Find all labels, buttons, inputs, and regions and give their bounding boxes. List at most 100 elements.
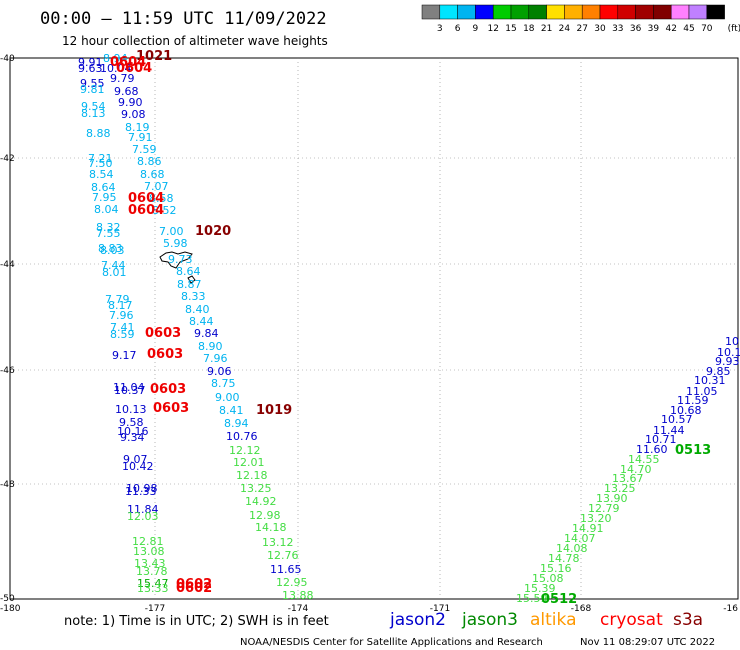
- wave-height-value: 8.75: [211, 377, 236, 390]
- wave-height-value: 10.16: [117, 425, 149, 438]
- lat-tick-label: -50: [0, 594, 15, 604]
- map-subtitle: 12 hour collection of altimeter wave hei…: [62, 34, 328, 48]
- pass-time-label: 0603: [150, 382, 186, 397]
- wave-height-value: 10.13: [115, 403, 147, 416]
- colorbar-label: 70: [701, 24, 713, 34]
- pass-time-label: 0602: [176, 577, 212, 592]
- colorbar-swatch: [599, 4, 619, 20]
- wave-height-value: 14.92: [245, 495, 277, 508]
- lon-tick-label: -168: [571, 604, 592, 614]
- wave-height-value: 9.54: [81, 100, 106, 113]
- wave-height-value: 12.18: [236, 469, 268, 482]
- wave-height-value: 8.83: [98, 242, 123, 255]
- wave-height-value: 8.64: [176, 265, 201, 278]
- pass-time-label: 0513: [675, 443, 711, 458]
- colorbar-label: 21: [541, 24, 552, 34]
- wave-height-value: 8.17: [108, 299, 133, 312]
- colorbar-swatch: [457, 4, 476, 20]
- wave-height-value: 12.98: [249, 509, 281, 522]
- wave-height-value: 11.59: [677, 394, 709, 407]
- wave-height-value: 9.63: [78, 62, 103, 75]
- colorbar-swatch: [688, 4, 708, 20]
- wave-height-value: 13.90: [596, 492, 628, 505]
- colorbar-swatch: [546, 4, 565, 20]
- wave-height-value: 14.78: [548, 552, 580, 565]
- colorbar-label: 33: [612, 24, 623, 34]
- wave-height-value: 9.79: [110, 72, 135, 85]
- colorbar-swatch: [635, 4, 654, 20]
- wave-height-value: 9.91: [78, 56, 103, 69]
- wave-height-value: 8.44: [189, 315, 214, 328]
- wave-height-value: 7.91: [128, 131, 153, 144]
- wave-height-value: 7.96: [109, 309, 134, 322]
- wave-height-value: 10.04: [100, 62, 132, 75]
- pass-time-label: 0604: [128, 203, 164, 218]
- wave-height-value: 7.59: [132, 143, 157, 156]
- wave-height-value: 11.65: [270, 563, 302, 576]
- wave-height-value: 8.90: [198, 340, 223, 353]
- tick-labels: -40 -42 -44 -46 -48 -50-180 -177 -174 -171 -168 -1…: [0, 54, 738, 614]
- wave-height-value: 9.07: [123, 453, 148, 466]
- wave-height-value: 10.68: [670, 404, 702, 417]
- wave-height-value: 7.21: [88, 152, 113, 165]
- satellite-jason3-label: jason3: [461, 610, 518, 630]
- wave-height-value: 10.76: [226, 430, 258, 443]
- colorbar-swatch: [439, 4, 458, 20]
- wave-height-value: 14.08: [556, 542, 588, 555]
- wave-height-value: 7.07: [144, 180, 169, 193]
- colorbar-label: 27: [576, 24, 587, 34]
- wave-height-value: 9.84: [194, 327, 219, 340]
- pass-time-label: 0604: [128, 191, 164, 206]
- wave-height-value: 10.31: [694, 374, 726, 387]
- wave-height-value: 14.70: [620, 463, 652, 476]
- credit-text: NOAA/NESDIS Center for Satellite Applica…: [240, 637, 543, 648]
- wave-height-value: 13.78: [136, 565, 168, 578]
- colorbar-label: 18: [523, 24, 535, 34]
- lon-tick-label: -16: [723, 604, 738, 614]
- wave-height-value: 12.76: [267, 549, 299, 562]
- wave-height-value: 7.00: [159, 225, 184, 238]
- wave-height-value: 9.34: [120, 431, 145, 444]
- lat-tick-label: -40: [0, 54, 15, 64]
- colorbar-swatch: [421, 4, 441, 20]
- wave-height-value: 8.86: [137, 155, 162, 168]
- wave-height-value: 8.32: [96, 221, 121, 234]
- wave-height-value: 11.84: [127, 503, 159, 516]
- colorbar-legend: 3 6 9 12 15 18 21 24 27 30 33 36 39 42 45 70 (ft): [421, 4, 740, 34]
- wave-height-value: 13.12: [262, 536, 294, 549]
- lat-tick-label: -48: [0, 480, 15, 490]
- colorbar-label: 9: [473, 24, 479, 34]
- wave-height-value: 9.73: [168, 253, 193, 266]
- wave-height-labels: 8.949.919.6310.049.799.559.689.819.909.5…: [78, 49, 740, 607]
- wave-height-value: 8.52: [152, 204, 177, 217]
- pass-time-label: 1019: [256, 403, 292, 418]
- satellite-legend: jason2 jason3 altika cryosat s3a: [389, 610, 703, 630]
- wave-height-value: 9.90: [118, 96, 143, 109]
- island-outline: [159, 251, 196, 284]
- plot-frame: [9, 57, 739, 600]
- wave-height-value: 13.88: [282, 589, 314, 602]
- wave-height-value: 8.03: [100, 244, 125, 257]
- colorbar-swatch: [528, 4, 547, 20]
- colorbar-swatch: [475, 4, 494, 20]
- wave-height-value: 8.41: [219, 404, 244, 417]
- wave-height-value: 10.71: [645, 433, 677, 446]
- wave-height-value: 10.57: [661, 413, 693, 426]
- pass-time-label: 0603: [147, 347, 183, 362]
- wave-height-value: 14.91: [572, 522, 604, 535]
- wave-height-value: 13.67: [612, 472, 644, 485]
- wave-height-value: 8.94: [224, 417, 249, 430]
- wave-height-value: 11.60: [636, 443, 668, 456]
- wave-height-value: 12.12: [229, 444, 261, 457]
- colorbar-label: 3: [437, 24, 443, 34]
- wave-height-value: 7.79: [105, 293, 130, 306]
- satellite-altika-label: altika: [530, 610, 577, 630]
- wave-height-value: 8.59: [110, 328, 135, 341]
- wave-height-value: 5.98: [163, 237, 188, 250]
- colorbar-swatch: [670, 4, 690, 20]
- colorbar-swatch: [706, 4, 725, 20]
- wave-height-value: 7.96: [203, 352, 228, 365]
- colorbar-swatch: [564, 4, 583, 20]
- colorbar-label: 6: [455, 24, 461, 34]
- wave-height-value: 15.39: [524, 582, 556, 595]
